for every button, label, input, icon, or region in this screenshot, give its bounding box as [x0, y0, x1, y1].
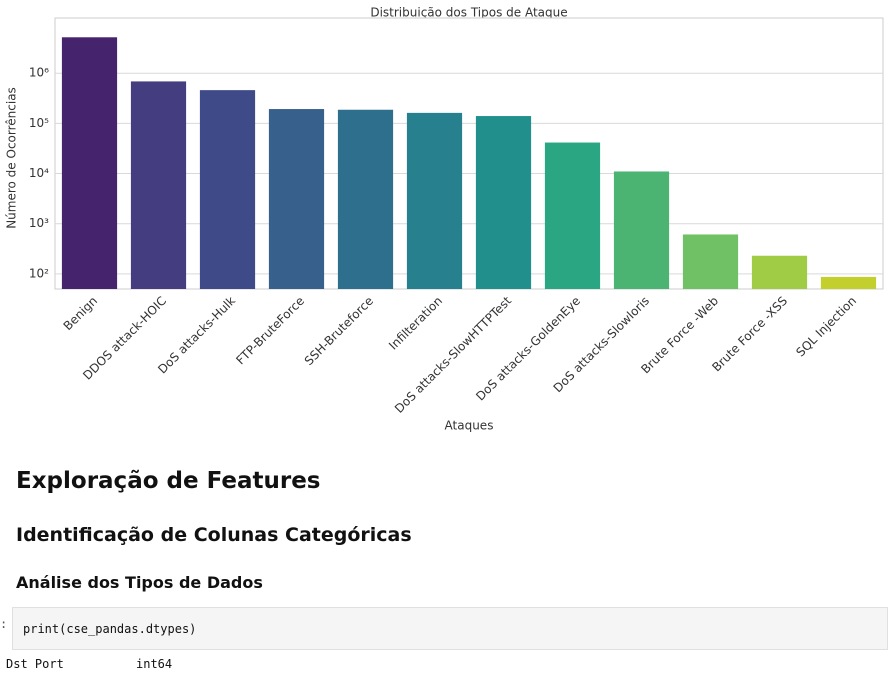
- y-tick-label: 10⁶: [29, 66, 49, 80]
- x-tick-label: SSH-Bruteforce: [302, 294, 376, 368]
- chart-title: Distribuição dos Tipos de Ataque: [370, 6, 567, 20]
- y-axis-label: Número de Ocorrências: [5, 87, 19, 229]
- y-tick-label: 10²: [29, 266, 49, 280]
- heading-3: Análise dos Tipos de Dados: [16, 573, 263, 592]
- chart: Distribuição dos Tipos de Ataque Ataques…: [5, 6, 884, 433]
- y-tick-label: 10⁴: [29, 166, 49, 180]
- bar: [337, 109, 394, 289]
- bar: [475, 116, 532, 290]
- x-tick-label: FTP-BruteForce: [233, 294, 307, 368]
- x-tick-label: SQL Injection: [793, 294, 859, 360]
- cell-prompt: :: [0, 617, 8, 631]
- output-column: Dst Port: [6, 657, 64, 671]
- code: print(cse_pandas.dtypes): [23, 622, 197, 636]
- x-tick-label: Benign: [61, 294, 100, 333]
- bar: [61, 37, 118, 289]
- bar: [268, 109, 325, 289]
- heading-2: Identificação de Colunas Categóricas: [16, 524, 412, 546]
- heading-1: Exploração de Features: [16, 468, 321, 494]
- y-tick-label: 10⁵: [29, 116, 49, 130]
- x-axis-label: Ataques: [445, 419, 494, 433]
- bar: [199, 90, 256, 290]
- code-cell[interactable]: print(cse_pandas.dtypes): [12, 607, 888, 650]
- bar: [406, 112, 463, 289]
- x-tick-label: DoS attacks-Hulk: [155, 294, 238, 377]
- bar: [613, 171, 670, 289]
- bar: [682, 234, 739, 289]
- output-dtype: int64: [136, 657, 173, 671]
- y-tick-label: 10³: [29, 216, 49, 230]
- x-tick-label: Brute Force -XSS: [709, 294, 790, 375]
- bar: [820, 276, 877, 289]
- plot-area: [54, 17, 884, 290]
- x-tick-label: Infilteration: [386, 294, 445, 353]
- bar: [751, 255, 808, 289]
- x-tick-label: DoS attacks-SlowHTTPTest: [392, 293, 514, 415]
- bar: [130, 81, 187, 289]
- bar: [544, 142, 601, 289]
